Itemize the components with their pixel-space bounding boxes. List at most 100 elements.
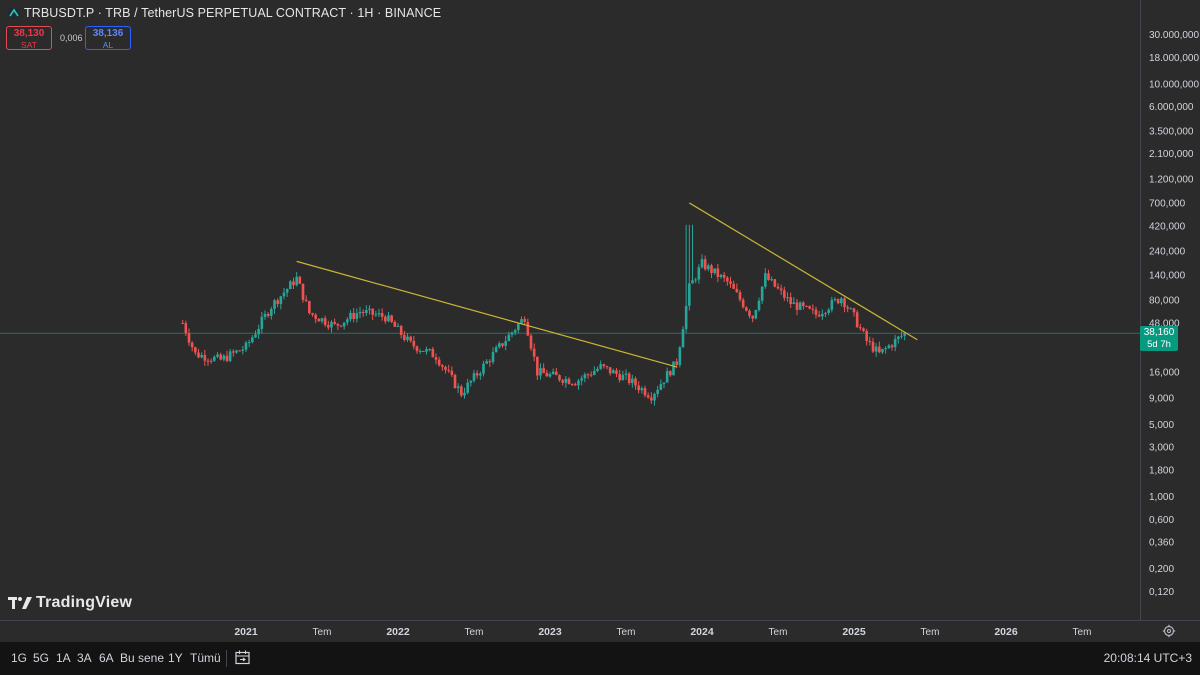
buy-button[interactable]: 38,136 AL — [85, 26, 131, 50]
candle-body — [200, 354, 203, 358]
candle-body — [748, 310, 751, 316]
candle-body — [691, 280, 694, 284]
utc-clock[interactable]: 20:08:14 UTC+3 — [1103, 651, 1192, 665]
tradingview-logo-icon — [8, 597, 32, 609]
candle-body — [197, 352, 200, 358]
price-tick-label: 700,000 — [1149, 198, 1186, 209]
time-axis[interactable]: 2021 Tem 2022 Tem 2023 Tem 2024 Tem 2025 Tem 2026 T… — [0, 620, 1200, 642]
candle-body — [472, 373, 476, 381]
price-tick-label: 16,000 — [1149, 368, 1180, 379]
candle-body — [751, 315, 754, 319]
range-button-ytd[interactable]: Bu sene — [120, 651, 165, 665]
candle-body — [567, 378, 571, 385]
candle-body — [783, 290, 786, 298]
range-button-1a[interactable]: 1A — [56, 651, 71, 665]
candle-body — [247, 342, 251, 344]
candle-body — [558, 375, 561, 381]
sell-button[interactable]: 38,130 SAT — [6, 26, 52, 50]
range-button-1y[interactable]: 1Y — [168, 651, 183, 665]
candle-body — [323, 318, 327, 325]
candle-body — [627, 373, 631, 384]
candle-body — [741, 299, 745, 308]
candle-body — [273, 300, 276, 309]
candle-body — [469, 380, 473, 383]
candle-body — [403, 334, 406, 340]
candle-body — [498, 343, 501, 348]
candle-body — [396, 325, 400, 327]
price-axis-labels: 30.000,000 18.000,000 10.000,000 6.000,000 3… — [1149, 30, 1199, 598]
price-tick-label: 1,800 — [1149, 466, 1174, 477]
price-axis[interactable]: 30.000,000 18.000,000 10.000,000 6.000,000 3… — [1140, 0, 1200, 620]
candle-body — [821, 313, 824, 317]
candle-body — [814, 309, 818, 315]
candle-body — [409, 336, 412, 341]
candle-body — [719, 274, 723, 277]
range-button-all[interactable]: Tümü — [190, 651, 221, 665]
candle-body — [244, 342, 248, 350]
candle-body — [827, 309, 830, 314]
candle-body — [707, 265, 710, 270]
trendline-1 — [296, 260, 677, 368]
candle-body — [852, 308, 856, 313]
candle-body — [289, 281, 292, 290]
symbol-title[interactable]: TRBUSDT.P · TRB / TetherUS PERPETUAL CON… — [24, 6, 442, 20]
price-tick-label: 0,120 — [1149, 587, 1174, 598]
candle-body — [735, 288, 739, 293]
candle-body — [422, 350, 425, 352]
candlestick-chart[interactable] — [0, 0, 1140, 620]
candle-body — [802, 302, 805, 306]
candle-body — [849, 308, 853, 310]
price-tick-label: 10.000,000 — [1149, 79, 1199, 90]
candle-body — [384, 316, 387, 322]
range-button-3a[interactable]: 3A — [77, 651, 92, 665]
candle-body — [412, 340, 416, 347]
candle-body — [643, 388, 647, 396]
candle-body — [754, 310, 758, 319]
candle-body — [279, 296, 283, 305]
candle-body — [634, 378, 637, 386]
watermark-text: TradingView — [36, 594, 133, 611]
candle-body — [494, 347, 498, 353]
candle-body — [491, 352, 495, 362]
candle-body — [669, 371, 672, 376]
candle-body — [665, 371, 669, 383]
candle-body — [536, 356, 539, 376]
candle-body — [270, 308, 273, 316]
candle-body — [621, 374, 625, 381]
candle-body — [298, 276, 302, 284]
time-tick-label: Tem — [617, 627, 636, 638]
candle-body — [786, 297, 789, 299]
candle-body — [675, 361, 678, 365]
candle-body — [570, 384, 574, 386]
candle-body — [767, 273, 770, 280]
candle-body — [222, 355, 226, 360]
candle-body — [551, 371, 555, 375]
candle-body — [260, 316, 264, 329]
range-button-6a[interactable]: 6A — [99, 651, 114, 665]
candle-body — [520, 319, 523, 324]
time-axis-labels: 2021 Tem 2022 Tem 2023 Tem 2024 Tem 2025 Tem 2026 T… — [234, 626, 1091, 638]
candle-body — [580, 378, 583, 381]
candle-body — [339, 325, 343, 327]
candle-body — [859, 327, 862, 329]
time-tick-label: 2023 — [538, 626, 562, 638]
candle-body — [418, 350, 422, 352]
candle-body — [631, 378, 634, 384]
candle-body — [878, 346, 881, 353]
candle-body — [583, 374, 587, 379]
last-price-tag: 38,160 5d 7h — [1140, 326, 1178, 352]
price-tick-label: 140,000 — [1149, 271, 1186, 282]
range-button-1g[interactable]: 1G — [11, 651, 28, 665]
candle-body — [194, 347, 197, 353]
candle-body — [501, 343, 504, 346]
candle-body — [729, 281, 732, 284]
candle-body — [228, 351, 232, 361]
candle-body — [564, 378, 568, 383]
goto-date-calendar-icon[interactable] — [234, 649, 252, 672]
chart-plot-area[interactable] — [0, 0, 1140, 620]
range-button-5g[interactable]: 5G — [33, 651, 50, 665]
candle-body — [485, 361, 488, 364]
candle-body — [650, 397, 653, 401]
candle-body — [266, 313, 270, 316]
settings-gear-icon[interactable] — [1162, 624, 1176, 643]
